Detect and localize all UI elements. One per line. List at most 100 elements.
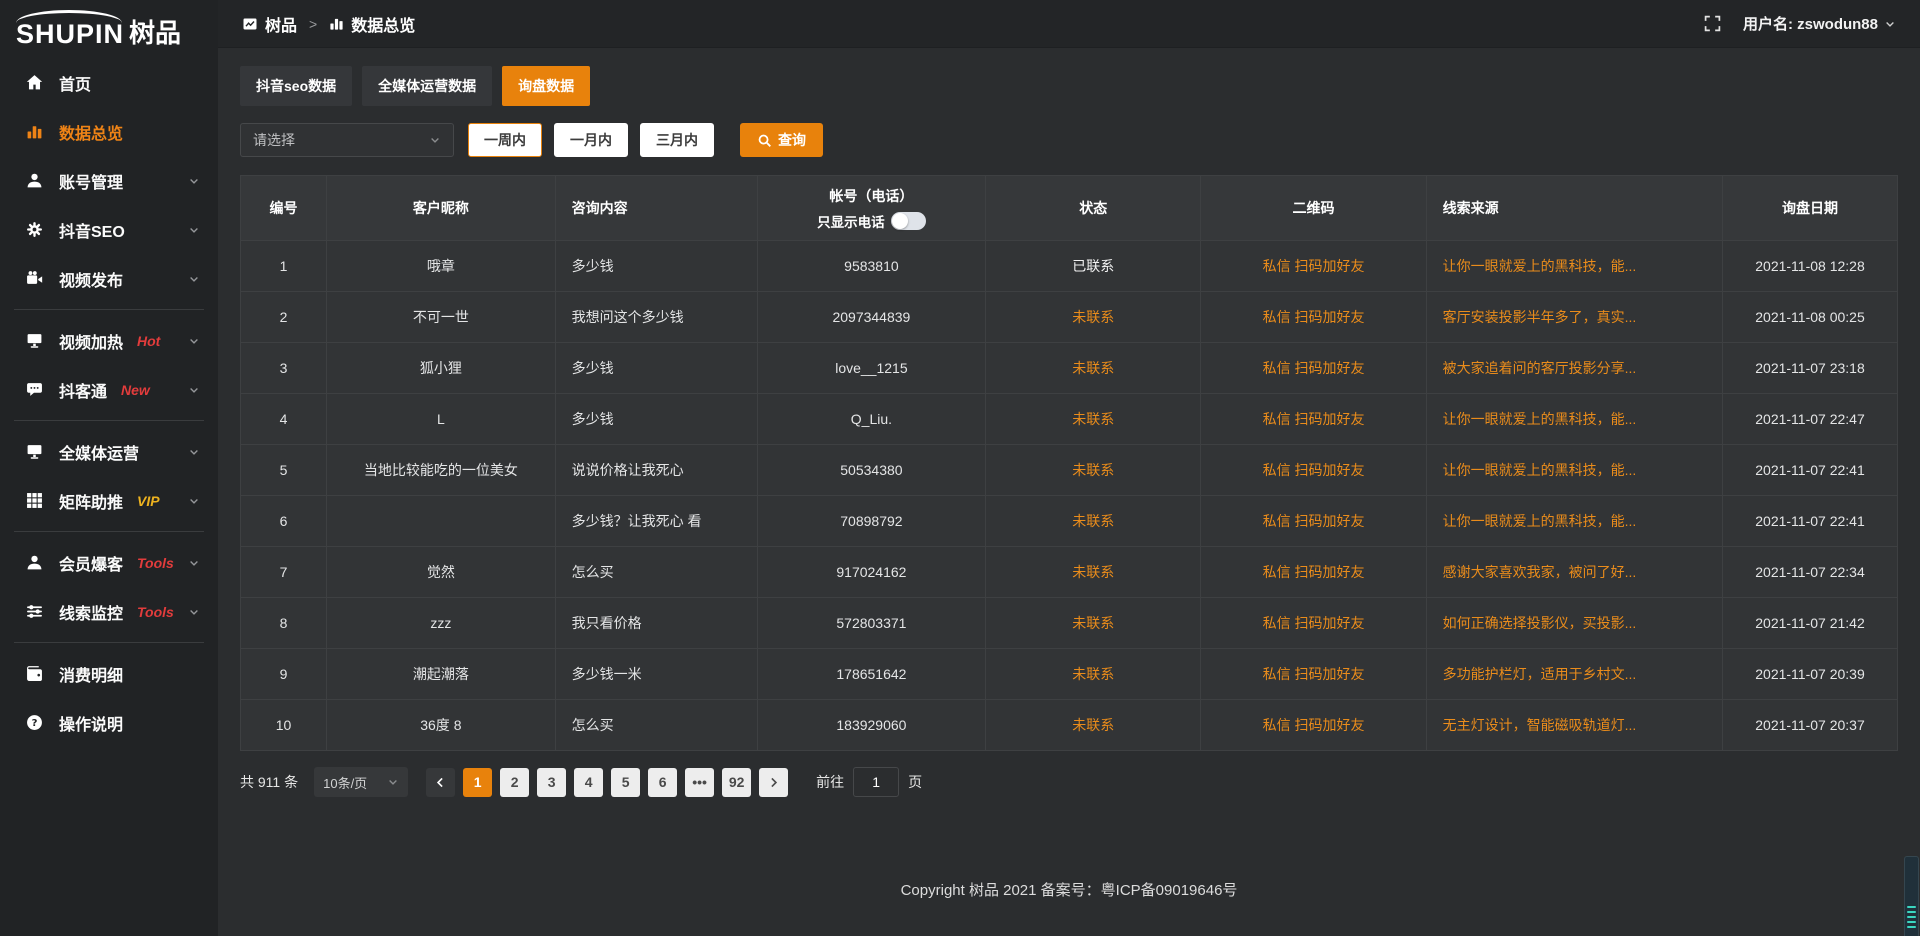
account-select[interactable]: 请选择: [240, 123, 454, 157]
col-header-id: 编号: [241, 176, 328, 240]
select-placeholder: 请选择: [253, 132, 295, 148]
table-header-row: 编号 客户昵称 咨询内容 帐号（电话） 只显示电话 状态 二维码 线索来源 询盘…: [241, 176, 1897, 241]
sidebar-item-consumption-detail[interactable]: 消费明细: [0, 649, 218, 698]
cell-content: 多少钱: [556, 394, 758, 444]
grid-icon: [26, 492, 44, 509]
sidebar-item-matrix-boost[interactable]: 矩阵助推 VIP: [0, 476, 218, 525]
table-row: 4 L 多少钱 Q_Liu. 未联系 私信 扫码加好友 让你一眼就爱上的黑科技，能... 20…: [241, 394, 1897, 445]
page-button-92[interactable]: 92: [722, 767, 752, 797]
cell-qrcode-link[interactable]: 私信 扫码加好友: [1201, 598, 1427, 648]
copyright-text: Copyright 树品 2021 备案号：粤ICP备09019646号: [900, 882, 1238, 899]
cell-qrcode-link[interactable]: 私信 扫码加好友: [1201, 343, 1427, 393]
page-button-6[interactable]: 6: [648, 767, 678, 797]
cell-source-link[interactable]: 让你一眼就爱上的黑科技，能...: [1427, 496, 1724, 546]
breadcrumb-chart-icon: [329, 16, 344, 31]
breadcrumb-current: 数据总览: [351, 17, 416, 35]
cell-qrcode-link[interactable]: 私信 扫码加好友: [1201, 649, 1427, 699]
cell-source-link[interactable]: 多功能护栏灯，适用于乡村文...: [1427, 649, 1724, 699]
table-row: 6 多少钱？让我死心 看 70898792 未联系 私信 扫码加好友 让你一眼就爱上的黑科…: [241, 496, 1897, 547]
sidebar-item-media-operation[interactable]: 全媒体运营: [0, 427, 218, 476]
cell-qrcode-link[interactable]: 私信 扫码加好友: [1201, 496, 1427, 546]
sidebar-item-label: 数据总览: [59, 125, 124, 143]
cell-id: 4: [241, 394, 328, 444]
cell-source-link[interactable]: 让你一眼就爱上的黑科技，能...: [1427, 394, 1724, 444]
cell-source-link[interactable]: 感谢大家喜欢我家，被问了好...: [1427, 547, 1724, 597]
page-button-1[interactable]: 1: [463, 767, 493, 797]
cell-content: 多少钱: [556, 241, 758, 291]
page-button-5[interactable]: 5: [611, 767, 641, 797]
fullscreen-icon[interactable]: [1704, 15, 1721, 32]
range-button-month[interactable]: 一月内: [554, 123, 628, 157]
chevron-down-icon: [188, 175, 200, 187]
tab-douyin-seo-data[interactable]: 抖音seo数据: [240, 66, 353, 106]
cell-content: 我只看价格: [556, 598, 758, 648]
col-header-account: 帐号（电话） 只显示电话: [758, 176, 987, 240]
content: 抖音seo数据 全媒体运营数据 询盘数据 请选择 一周内 一月内 三月内 查询 编号 客…: [218, 48, 1920, 851]
cell-qrcode-link[interactable]: 私信 扫码加好友: [1201, 241, 1427, 291]
cell-source-link[interactable]: 让你一眼就爱上的黑科技，能...: [1427, 241, 1724, 291]
tab-media-operation-data[interactable]: 全媒体运营数据: [362, 66, 493, 106]
sidebar-item-label: 会员爆客: [59, 556, 124, 574]
chevron-down-icon: [188, 273, 200, 285]
cell-nickname: 潮起潮落: [327, 649, 556, 699]
cell-qrcode-link[interactable]: 私信 扫码加好友: [1201, 700, 1427, 750]
user-menu[interactable]: 用户名: zswodun88: [1743, 13, 1896, 34]
user-icon: [26, 172, 44, 189]
cell-qrcode-link[interactable]: 私信 扫码加好友: [1201, 547, 1427, 597]
prev-page-button[interactable]: [426, 767, 456, 797]
cell-content: 怎么买: [556, 700, 758, 750]
cell-status: 未联系: [986, 496, 1202, 546]
tab-inquiry-data[interactable]: 询盘数据: [502, 66, 591, 106]
breadcrumb-root[interactable]: 树品: [265, 17, 298, 35]
sidebar-item-douyin-seo[interactable]: 抖音SEO: [0, 205, 218, 254]
logo-text-en: SHUPIN: [16, 10, 124, 50]
more-pages-button[interactable]: •••: [685, 767, 715, 797]
goto-page-input[interactable]: [853, 767, 900, 797]
cell-source-link[interactable]: 无主灯设计，智能磁吸轨道灯...: [1427, 700, 1724, 750]
search-icon: [757, 133, 772, 148]
cell-qrcode-link[interactable]: 私信 扫码加好友: [1201, 445, 1427, 495]
sidebar-item-label: 视频加热: [59, 334, 124, 352]
page-button-4[interactable]: 4: [574, 767, 604, 797]
corner-chat-widget[interactable]: [1904, 856, 1919, 936]
cell-id: 3: [241, 343, 328, 393]
cell-source-link[interactable]: 被大家追着问的客厅投影分享...: [1427, 343, 1724, 393]
chevron-down-icon: [1884, 18, 1896, 30]
date-range-group: 一周内 一月内 三月内: [468, 123, 714, 157]
question-icon: ?: [26, 714, 44, 731]
col-header-qrcode: 二维码: [1201, 176, 1427, 240]
sidebar-item-label: 账号管理: [59, 174, 124, 192]
sidebar-item-video-publish[interactable]: 视频发布: [0, 254, 218, 303]
table-row: 2 不可一世 我想问这个多少钱 2097344839 未联系 私信 扫码加好友 客厅安装投影…: [241, 292, 1897, 343]
sidebar-item-video-heat[interactable]: 视频加热 Hot: [0, 316, 218, 365]
breadcrumb-separator: >: [309, 15, 318, 32]
page-button-3[interactable]: 3: [537, 767, 567, 797]
cell-source-link[interactable]: 让你一眼就爱上的黑科技，能...: [1427, 445, 1724, 495]
range-button-week[interactable]: 一周内: [468, 123, 542, 157]
app-logo[interactable]: SHUPIN 树品: [0, 0, 218, 50]
cell-date: 2021-11-07 22:41: [1755, 513, 1865, 529]
sidebar-item-clue-monitor[interactable]: 线索监控 Tools: [0, 587, 218, 636]
range-button-quarter[interactable]: 三月内: [640, 123, 714, 157]
table-row: 7 觉然 怎么买 917024162 未联系 私信 扫码加好友 感谢大家喜欢我家，被问了好.…: [241, 547, 1897, 598]
sidebar-item-home[interactable]: 首页: [0, 58, 218, 107]
cell-source-link[interactable]: 如何正确选择投影仪，买投影...: [1427, 598, 1724, 648]
cell-date: 2021-11-07 22:41: [1755, 462, 1865, 478]
sidebar-item-account-manage[interactable]: 账号管理: [0, 156, 218, 205]
cell-source-link[interactable]: 客厅安装投影半年多了，真实...: [1427, 292, 1724, 342]
sidebar-item-operation-guide[interactable]: ? 操作说明: [0, 698, 218, 747]
page-button-2[interactable]: 2: [500, 767, 530, 797]
col-header-content: 咨询内容: [556, 176, 758, 240]
cell-qrcode-link[interactable]: 私信 扫码加好友: [1201, 394, 1427, 444]
table-row: 8 zzz 我只看价格 572803371 未联系 私信 扫码加好友 如何正确选择投影仪，买…: [241, 598, 1897, 649]
topbar: 树品 > 数据总览 用户名: zswodun88: [218, 0, 1920, 48]
phone-only-toggle[interactable]: [890, 211, 926, 230]
search-button[interactable]: 查询: [740, 123, 823, 157]
sidebar-item-member-baoke[interactable]: 会员爆客 Tools: [0, 538, 218, 587]
next-page-button[interactable]: [759, 767, 789, 797]
sidebar-item-data-overview[interactable]: 数据总览: [0, 107, 218, 156]
cell-qrcode-link[interactable]: 私信 扫码加好友: [1201, 292, 1427, 342]
page-size-select[interactable]: 10条/页: [314, 767, 409, 797]
badge-vip: VIP: [137, 492, 160, 509]
sidebar-item-douketong[interactable]: 抖客通 New: [0, 365, 218, 414]
